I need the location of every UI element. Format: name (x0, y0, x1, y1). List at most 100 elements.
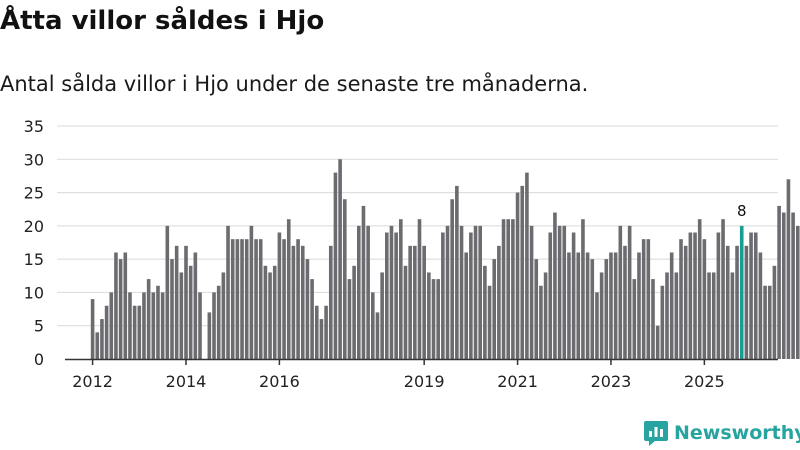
bar (366, 225, 370, 359)
bar (767, 285, 772, 359)
x-tick-label: 2012 (72, 372, 113, 391)
bar (623, 245, 627, 359)
bar (142, 292, 146, 359)
bar (791, 212, 795, 359)
bar (679, 239, 683, 359)
bar (660, 285, 665, 359)
bar (632, 279, 637, 359)
bar (328, 245, 333, 359)
bar (170, 259, 174, 359)
y-tick-label: 20 (24, 217, 44, 236)
bar (604, 259, 609, 359)
bar (399, 219, 403, 359)
bar (221, 272, 226, 359)
bar (725, 245, 730, 359)
bar (581, 219, 585, 359)
bar (609, 252, 613, 359)
bar (300, 245, 305, 359)
bar (380, 272, 384, 359)
bar (249, 225, 254, 359)
bar (786, 179, 791, 359)
bar (235, 239, 240, 359)
bar (539, 285, 543, 359)
bar (744, 245, 749, 359)
bar (529, 225, 534, 359)
bar (319, 319, 324, 359)
bar (286, 219, 291, 359)
bar (772, 265, 777, 359)
bar (361, 205, 366, 359)
bar (571, 232, 576, 359)
bar (702, 239, 707, 359)
bar (188, 265, 193, 359)
bar (525, 172, 529, 359)
bar (483, 265, 487, 359)
chart-subtitle: Antal sålda villor i Hjo under de senast… (0, 72, 589, 96)
bar (417, 219, 422, 359)
bar (240, 239, 244, 359)
bar (459, 225, 464, 359)
bar (356, 225, 361, 359)
bar (599, 272, 604, 359)
bar (562, 225, 567, 359)
bar (296, 239, 300, 359)
bar (151, 292, 156, 359)
y-tick-label: 30 (24, 150, 44, 169)
bar (473, 225, 478, 359)
bar (394, 232, 398, 359)
bar (730, 272, 735, 359)
bar (469, 232, 473, 359)
bar (753, 232, 758, 359)
bar (758, 252, 763, 359)
brand-logo: Newsworthy (644, 418, 800, 448)
bar (548, 232, 553, 359)
bar (128, 292, 132, 359)
bar (216, 285, 221, 359)
bar (118, 259, 123, 359)
x-tick-label: 2025 (684, 372, 725, 391)
x-tick-label: 2016 (259, 372, 300, 391)
bar (114, 252, 118, 359)
x-tick-label: 2019 (404, 372, 445, 391)
y-tick-label: 10 (24, 283, 44, 302)
y-tick-label: 25 (24, 184, 44, 203)
bar (576, 252, 581, 359)
bar (132, 305, 137, 359)
bar (198, 292, 202, 359)
bar (795, 225, 800, 359)
bar (595, 292, 599, 359)
bar (436, 279, 440, 359)
bar (95, 332, 100, 359)
x-tick-label: 2023 (591, 372, 632, 391)
bar (272, 265, 277, 359)
bar (408, 245, 412, 359)
bar (403, 265, 408, 359)
bar (655, 325, 660, 359)
bar (487, 285, 492, 359)
y-tick-label: 35 (24, 117, 44, 136)
bar (693, 232, 697, 359)
bar (506, 219, 511, 359)
bar (585, 252, 590, 359)
bar (268, 272, 272, 359)
bar (431, 279, 436, 359)
chart-title: Åtta villor såldes i Hjo (0, 6, 325, 36)
bar (445, 225, 450, 359)
bar (618, 225, 623, 359)
bar (352, 265, 356, 359)
bar (230, 239, 235, 359)
bar (123, 252, 128, 359)
bar (338, 159, 342, 359)
bar (721, 219, 725, 359)
bar (478, 225, 483, 359)
bar (212, 292, 216, 359)
bar (174, 245, 179, 359)
bar (277, 232, 282, 359)
bar (763, 285, 767, 359)
bar (641, 239, 646, 359)
x-tick-label: 2021 (497, 372, 538, 391)
bar (781, 212, 786, 359)
highlight-value-label: 8 (737, 202, 747, 220)
bar (146, 279, 151, 359)
bar (310, 279, 314, 359)
